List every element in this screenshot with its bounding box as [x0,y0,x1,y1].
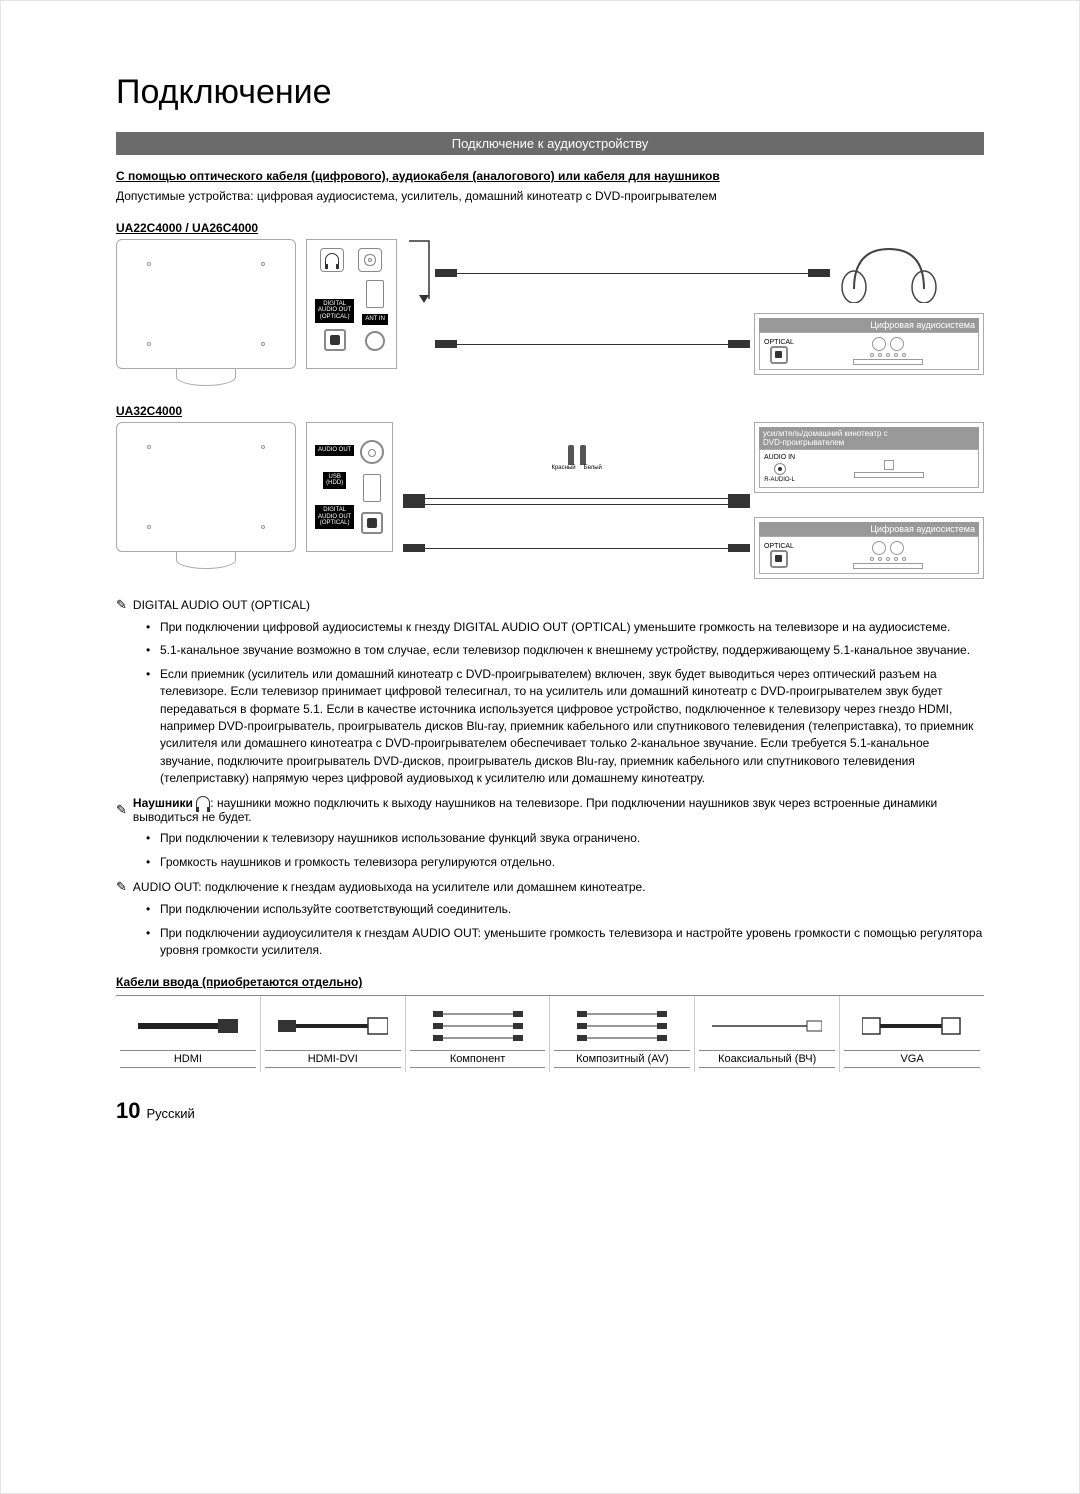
cable-cell: Коаксиальный (ВЧ) [695,996,840,1072]
vga-cable-icon [844,1006,980,1046]
note-3-text: AUDIO OUT: подключение к гнездам аудиовы… [133,880,646,894]
optical-cable [435,343,750,345]
note-3-heading: ✎ AUDIO OUT: подключение к гнездам аудио… [116,879,984,895]
note-2-bullet: Громкость наушников и громкость телевизо… [160,854,984,871]
optical-label: OPTICAL [764,543,794,550]
note-icon: ✎ [116,802,127,818]
cables-title: Кабели ввода (приобретаются отдельно) [116,975,984,989]
audio-out-port-icon [360,440,384,464]
model1-label: UA22C4000 / UA26C4000 [116,221,984,235]
digital-audio-out-label: DIGITAL AUDIO OUT (OPTICAL) [315,299,354,323]
cable-name: HDMI [120,1050,256,1068]
cable-cell: Композитный (AV) [550,996,695,1072]
usb-label: USB (HDD) [323,472,346,489]
rca-plugs-icon [568,445,586,465]
diagram-1: UA22C4000 / UA26C4000 [116,221,984,386]
page-title: Подключение [116,73,984,112]
page-number: 10 [116,1098,140,1124]
note-2-heading: ✎ Наушники : наушники можно подключить к… [116,796,984,825]
note-3-bullet: При подключении аудиоусилителя к гнездам… [160,925,984,960]
cable-cell: HDMI [116,996,261,1072]
tv-rear-panel-2: AUDIO OUT USB (HDD) DIGITAL AUDIO OUT (O… [306,422,393,552]
white-label: Белый [584,465,602,471]
note-1-heading: ✎ DIGITAL AUDIO OUT (OPTICAL) [116,597,984,613]
page: Подключение Подключение к аудиоустройств… [0,0,1080,1494]
digital-audio-system-box: Цифровая аудиосистема OPTICAL [754,313,984,375]
red-label: Красный [551,465,575,471]
headphone-icon [196,796,210,810]
hdmi-cable-icon [120,1006,256,1046]
diagram-2: UA32C4000 AUDIO OUT USB (HDD) DIGITAL AU… [116,404,984,579]
optical-cable [403,547,750,549]
note-icon: ✎ [116,879,127,895]
audio-in-label: AUDIO IN [764,454,795,461]
notes: ✎ DIGITAL AUDIO OUT (OPTICAL) При подклю… [116,597,984,959]
receiver-header: Цифровая аудиосистема [759,318,979,332]
note-2-text: : наушники можно подключить к выходу нау… [133,796,937,825]
receiver-header: Цифровая аудиосистема [759,522,979,536]
section-header: Подключение к аудиоустройству [116,132,984,155]
note-1-bullet: 5.1-канальное звучание возможно в том сл… [160,642,984,659]
arrow-icon [407,239,431,307]
model2-label: UA32C4000 [116,404,984,418]
note-2-bullet: При подключении к телевизору наушников и… [160,830,984,847]
optical-in-port-icon [770,550,788,568]
rca-cable [403,497,750,499]
composite-cable-icon [554,1006,690,1046]
component-cable-icon [410,1006,546,1046]
rca-cable [403,503,750,505]
coaxial-cable-icon [699,1006,835,1046]
cable-cell: Компонент [406,996,551,1072]
r-audio-l-label: R-AUDIO-L [764,477,795,483]
amp-dvd-box: усилитель/домашний кинотеатр с DVD-проиг… [754,422,984,493]
note-1-title: DIGITAL AUDIO OUT (OPTICAL) [133,598,310,612]
note-3-bullet: При подключении используйте соответствую… [160,901,984,918]
usb-port-icon [363,474,381,502]
headphones-illustration [834,239,984,307]
note-1-bullet: При подключении цифровой аудиосистемы к … [160,619,984,636]
page-footer: 10 Русский [116,1098,984,1124]
ant-port-icon [365,331,385,351]
tv-rear-panel: DIGITAL AUDIO OUT (OPTICAL) ANT IN [306,239,397,369]
digital-audio-system-box: Цифровая аудиосистема OPTICAL [754,517,984,579]
intro-bold: С помощью оптического кабеля (цифрового)… [116,169,984,183]
footer-language: Русский [146,1106,194,1121]
headphone-icon [325,253,339,267]
cables-section: Кабели ввода (приобретаются отдельно) HD… [116,975,984,1072]
optical-label: OPTICAL [764,339,794,346]
note-2-lead: Наушники [133,796,193,810]
headphone-cable [435,272,830,274]
tv-illustration [116,239,296,386]
cable-cell: VGA [840,996,984,1072]
cable-cell: HDMI-DVI [261,996,406,1072]
tv-illustration [116,422,296,569]
cable-name: Композитный (AV) [554,1050,690,1068]
cable-name: VGA [844,1050,980,1068]
optical-in-port-icon [770,346,788,364]
digital-audio-out-label: DIGITAL AUDIO OUT (OPTICAL) [315,505,354,529]
cable-name: Компонент [410,1050,546,1068]
intro-sub: Допустимые устройства: цифровая аудиосис… [116,189,984,203]
hdmi-dvi-cable-icon [265,1006,401,1046]
receiver-header: усилитель/домашний кинотеатр с DVD-проиг… [759,427,979,449]
optical-port-icon [361,512,383,534]
ant-in-label: ANT IN [362,314,388,325]
cable-name: HDMI-DVI [265,1050,401,1068]
audio-out-label: AUDIO OUT [315,445,354,456]
cable-name: Коаксиальный (ВЧ) [699,1050,835,1068]
note-1-bullet: Если приемник (усилитель или домашний ки… [160,666,984,788]
note-icon: ✎ [116,597,127,613]
optical-port-icon [324,329,346,351]
